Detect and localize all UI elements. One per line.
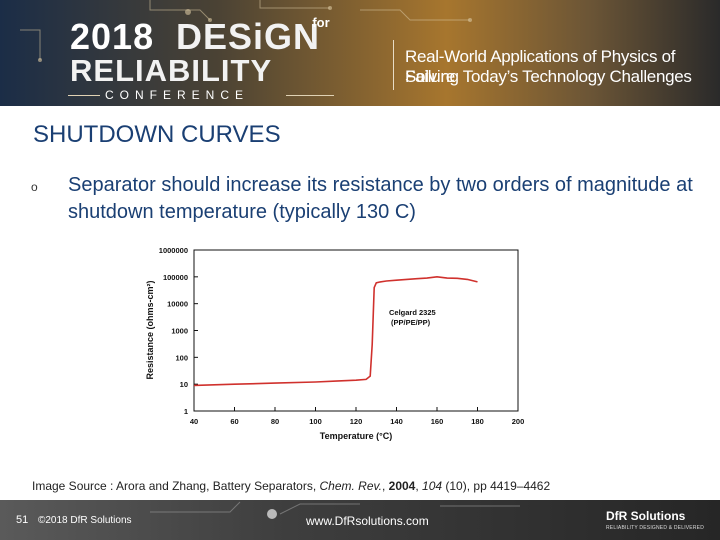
y-axis-label: Resistance (ohms-cm²) — [145, 280, 155, 379]
x-tick-label: 160 — [431, 417, 444, 426]
bullet-text: Separator should increase its resistance… — [68, 174, 693, 223]
slide-title: SHUTDOWN CURVES — [33, 121, 281, 148]
citation-sep-2: , — [415, 479, 423, 493]
citation-volume: 104 — [422, 479, 443, 493]
x-tick-label: 40 — [190, 417, 198, 426]
y-tick-label: 100000 — [163, 273, 188, 282]
y-tick-label: 100 — [175, 353, 188, 362]
chart-annotation-line-1: Celgard 2325 — [389, 308, 436, 317]
banner-conference-word: CONFERENCE — [105, 88, 250, 102]
banner-tagline-2: Solving Today’s Technology Challenges — [405, 67, 692, 86]
x-tick-label: 180 — [471, 417, 484, 426]
citation-rest: (10), pp 4419–4462 — [442, 479, 551, 493]
conference-banner: 2018 DESiGN for RELIABILITY CONFERENCE R… — [0, 0, 720, 106]
slide-number: 51 — [16, 514, 29, 526]
y-tick-label: 1000000 — [159, 246, 188, 255]
footer-brand-logo: DfR Solutions — [606, 509, 686, 523]
citation-journal: Chem. Rev. — [319, 479, 382, 493]
plot-frame — [193, 249, 519, 412]
x-tick-label: 80 — [271, 417, 279, 426]
footer-copyright: ©2018 DfR Solutions — [38, 515, 132, 526]
citation-sep: , — [381, 479, 389, 493]
image-source-citation: Image Source : Arora and Zhang, Battery … — [32, 479, 550, 493]
banner-reliability-word: RELIABILITY — [70, 53, 273, 88]
citation-year: 2004 — [388, 479, 416, 493]
chart-annotation-line-2: (PP/PE/PP) — [391, 318, 431, 327]
x-tick-label: 120 — [350, 417, 363, 426]
footer-bar: 51 ©2018 DfR Solutions www.DfRsolutions.… — [0, 500, 720, 540]
y-tick-label: 1 — [184, 407, 188, 416]
banner-divider-right — [286, 95, 334, 96]
y-tick-label: 10000 — [167, 300, 188, 309]
footer-url[interactable]: www.DfRsolutions.com — [306, 514, 429, 528]
bullet-marker: o — [31, 180, 38, 194]
x-tick-label: 200 — [512, 417, 525, 426]
citation-prefix: Image Source : Arora and Zhang, Battery … — [32, 479, 320, 493]
y-tick-label: 10 — [180, 380, 188, 389]
footer-circuit-decoration — [150, 501, 520, 519]
x-axis-label: Temperature (°C) — [320, 431, 392, 441]
banner-year: 2018 — [70, 16, 155, 57]
banner-separator — [393, 40, 394, 90]
circuit-decoration — [20, 0, 472, 62]
resistance-curve — [193, 275, 478, 387]
y-tick-label: 1000 — [171, 327, 188, 336]
footer-brand-tagline: RELIABILITY DESIGNED & DELIVERED — [606, 525, 705, 531]
x-tick-label: 60 — [230, 417, 238, 426]
banner-design-word: DESiGN — [176, 16, 321, 57]
x-tick-label: 100 — [309, 417, 322, 426]
x-tick-label: 140 — [390, 417, 403, 426]
shutdown-curve-chart: 1 10 100 1000 10000 100000 1000000 40 60 80 100 12… — [145, 246, 525, 441]
banner-for-word: for — [312, 15, 330, 30]
banner-tagline-1: Real-World Applications of Physics of Fa… — [405, 47, 676, 86]
banner-divider-left — [68, 95, 100, 96]
